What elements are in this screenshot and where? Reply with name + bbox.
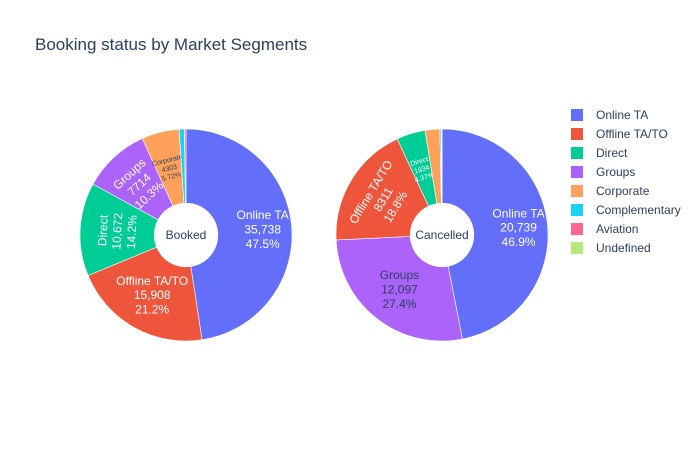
slice-online-ta[interactable] xyxy=(441,128,549,340)
slice-offline-ta-to[interactable] xyxy=(87,246,203,342)
legend[interactable]: Online TA Offline TA/TO Direct Groups Corpor… xyxy=(571,108,681,255)
pie-2: Online TA 20,739 46.9%Groups 12,097 27.4%Off… xyxy=(335,128,549,342)
legend-item-direct[interactable]: Direct xyxy=(571,146,628,160)
slice-label-direct: Direct10,67214.2% xyxy=(95,211,140,250)
slice-online-ta[interactable] xyxy=(185,128,293,341)
legend-swatch xyxy=(571,185,583,197)
legend-label: Undefined xyxy=(596,241,651,255)
slice-direct[interactable] xyxy=(79,183,159,276)
chart-title: Booking status by Market Segments xyxy=(35,35,307,54)
slice-aviation[interactable] xyxy=(184,128,187,204)
legend-label: Complementary xyxy=(596,203,681,217)
legend-label: Online TA xyxy=(596,108,648,122)
legend-label: Direct xyxy=(596,146,628,160)
slice-offline-ta-to[interactable] xyxy=(335,138,429,241)
slice-label-online-ta: Online TA 35,738 47.5% xyxy=(237,208,289,251)
legend-item-aviation[interactable]: Aviation xyxy=(571,222,638,236)
slice-label-online-ta: Online TA 20,739 46.9% xyxy=(492,206,544,249)
legend-swatch xyxy=(571,223,583,235)
legend-item-offline-ta-to[interactable]: Offline TA/TO xyxy=(571,127,668,141)
legend-item-online-ta[interactable]: Online TA xyxy=(571,108,648,122)
hole-label: Cancelled xyxy=(415,228,468,242)
slice-groups[interactable] xyxy=(335,236,463,342)
legend-swatch xyxy=(571,147,583,159)
legend-swatch xyxy=(571,128,583,140)
legend-swatch xyxy=(571,242,583,254)
slice-label-offline-ta-to: Offline TA/TO 15,908 21.2% xyxy=(116,274,188,317)
pies-group: Online TA 35,738 47.5% Offline TA/TO 15,908 2… xyxy=(79,128,549,342)
hole-label: Booked xyxy=(166,228,207,242)
legend-label: Aviation xyxy=(596,222,638,236)
pie-1: Online TA 35,738 47.5% Offline TA/TO 15,908 2… xyxy=(79,128,293,342)
legend-item-complementary[interactable]: Complementary xyxy=(571,203,681,217)
legend-swatch xyxy=(571,166,583,178)
legend-item-undefined[interactable]: Undefined xyxy=(571,241,651,255)
slice-label-groups: Groups 12,097 27.4% xyxy=(380,268,419,311)
legend-item-corporate[interactable]: Corporate xyxy=(571,184,650,198)
legend-swatch xyxy=(571,204,583,216)
legend-swatch xyxy=(571,109,583,121)
legend-item-groups[interactable]: Groups xyxy=(571,165,635,179)
legend-label: Groups xyxy=(596,165,635,179)
legend-label: Offline TA/TO xyxy=(596,127,668,141)
legend-label: Corporate xyxy=(596,184,650,198)
